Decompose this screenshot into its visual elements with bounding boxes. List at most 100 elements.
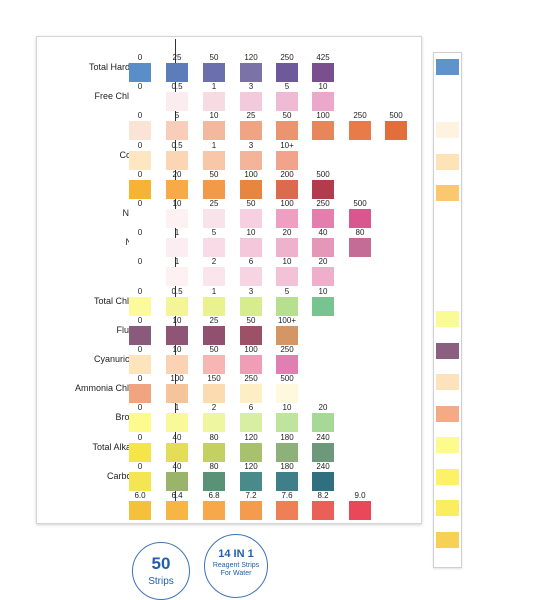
- color-swatch: [312, 63, 334, 82]
- scale-value: 40: [318, 228, 328, 238]
- color-swatch: [129, 63, 151, 82]
- scale-value: 20: [172, 169, 182, 179]
- scale-value: 100+: [277, 315, 297, 325]
- color-swatch: [276, 413, 298, 433]
- scale-value: 25: [209, 199, 219, 208]
- scale-value: 0: [137, 286, 143, 296]
- color-swatch: [240, 296, 262, 316]
- scale-value: 0: [137, 345, 143, 354]
- scale-value: 5: [174, 111, 180, 121]
- scale-value: 500: [353, 199, 367, 208]
- scale-value: 0: [137, 111, 143, 121]
- scale-value: 10: [246, 228, 256, 238]
- scale-value: 10: [282, 403, 292, 413]
- parameter-name: Ammonia Chloride: [74, 383, 149, 394]
- color-swatch: [166, 471, 188, 491]
- color-swatch: [349, 209, 371, 228]
- scale-value: 120: [244, 53, 258, 62]
- color-swatch: [203, 179, 225, 199]
- color-swatch: [203, 63, 225, 82]
- scale-value: 40: [172, 461, 182, 471]
- color-swatch: [240, 267, 262, 287]
- color-swatch: [349, 238, 371, 258]
- color-swatch: [203, 442, 225, 462]
- scale-value: 1: [211, 286, 217, 296]
- scale-value: 100: [244, 345, 258, 354]
- strip-count-badge: 50 Strips: [132, 542, 190, 600]
- scale-value: 50: [209, 345, 219, 354]
- scale-value: 80: [355, 228, 365, 238]
- scale-value: 50: [209, 53, 219, 62]
- color-swatch: [203, 150, 225, 170]
- scale-value: 40: [172, 432, 182, 442]
- scale-value: 7.2: [245, 491, 257, 500]
- color-swatch: [385, 121, 407, 141]
- scale-value: 50: [209, 169, 219, 179]
- strip-pad: [436, 153, 459, 170]
- color-swatch: [312, 121, 334, 141]
- color-swatch: [203, 238, 225, 258]
- color-swatch: [276, 384, 298, 404]
- scale-value: 10: [209, 111, 219, 121]
- color-swatch: [129, 179, 151, 199]
- scale-value: 100: [316, 111, 330, 121]
- strip-pad: [436, 122, 459, 138]
- strip-pad: [436, 342, 459, 359]
- color-swatch: [166, 501, 188, 520]
- scale-value: 0.5: [171, 140, 183, 150]
- scale-value: 0.5: [171, 82, 183, 92]
- scale-value: 10+: [280, 140, 294, 150]
- color-swatch: [240, 63, 262, 82]
- color-swatch: [312, 296, 334, 316]
- color-swatch: [276, 63, 298, 82]
- color-swatch: [240, 355, 262, 374]
- color-swatch: [276, 121, 298, 141]
- scale-value: 10: [172, 345, 182, 354]
- color-swatch: [240, 325, 262, 345]
- color-swatch: [203, 384, 225, 404]
- color-swatch: [129, 325, 151, 345]
- strip-pad: [436, 59, 459, 75]
- color-swatch: [276, 501, 298, 520]
- scale-value: 1: [174, 228, 180, 238]
- test-kind-badge: 14 IN 1 Reagent Strips For Water: [204, 534, 268, 598]
- scale-value: 25: [246, 111, 256, 121]
- scale-value: 425: [316, 53, 330, 62]
- test-kind-subtitle: Reagent Strips For Water: [212, 562, 260, 577]
- strip-pad: [436, 437, 459, 453]
- scale-value: 100: [170, 374, 184, 384]
- scale-value: 0: [137, 432, 143, 442]
- scale-value: 0: [137, 53, 143, 62]
- scale-value: 10: [172, 315, 182, 325]
- color-swatch: [312, 238, 334, 258]
- scale-value: 3: [248, 140, 254, 150]
- color-swatch: [276, 267, 298, 287]
- color-swatch: [166, 413, 188, 433]
- color-swatch: [240, 413, 262, 433]
- color-swatch: [203, 121, 225, 141]
- scale-value: 5: [211, 228, 217, 238]
- color-swatch: [276, 325, 298, 345]
- scale-value: 6: [248, 257, 254, 267]
- color-swatch: [312, 92, 334, 112]
- color-swatch: [276, 296, 298, 316]
- scale-value: 2: [211, 403, 217, 413]
- strip-pad: [436, 248, 459, 264]
- scale-value: 6.4: [171, 491, 183, 500]
- scale-value: 0: [137, 461, 143, 471]
- color-swatch: [166, 209, 188, 228]
- color-swatch: [203, 325, 225, 345]
- strip-pad: [436, 405, 459, 422]
- color-swatch: [166, 296, 188, 316]
- color-swatch: [129, 150, 151, 170]
- color-swatch: [166, 150, 188, 170]
- strip-count: 50: [151, 554, 171, 573]
- scale-value: 3: [248, 286, 254, 296]
- color-swatch: [166, 238, 188, 258]
- color-swatch: [129, 442, 151, 462]
- scale-value: 80: [209, 432, 219, 442]
- color-swatch: [129, 209, 151, 228]
- scale-value: 50: [282, 111, 292, 121]
- color-swatch: [166, 179, 188, 199]
- parameter-name: Total Hardness: [88, 62, 149, 72]
